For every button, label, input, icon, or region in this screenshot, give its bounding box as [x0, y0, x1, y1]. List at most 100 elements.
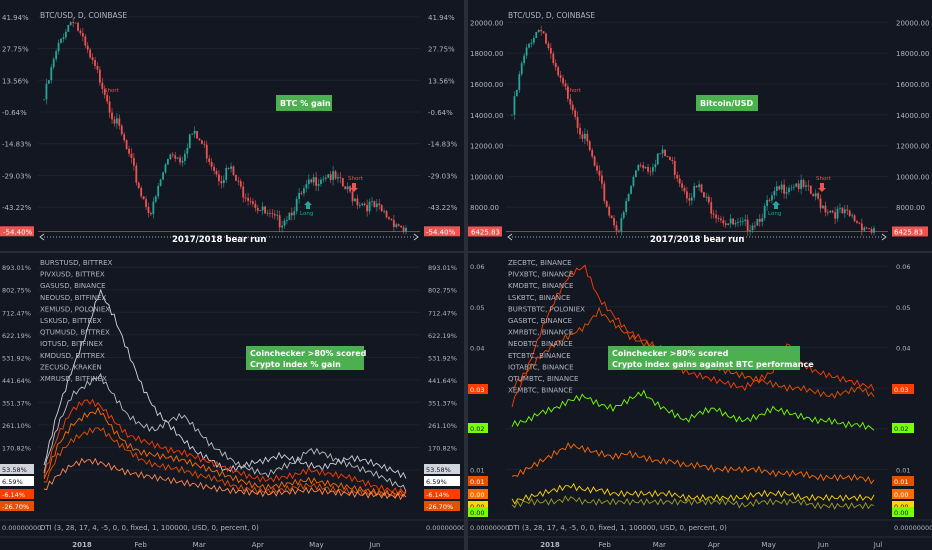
last-value-text-left: 6425.83 [471, 228, 500, 236]
candle-body [303, 188, 305, 194]
candle-body [836, 208, 839, 219]
candle-body [865, 227, 868, 229]
dti-indicator-label: DTI (3, 28, 17, 4, -5, 0, 0, fixed, 1, 1… [40, 524, 259, 532]
candle-body [237, 180, 240, 182]
candle-body [800, 179, 803, 189]
y-tick-label-left: 0.06 [470, 263, 484, 271]
candle-body [724, 223, 727, 226]
candle-body [67, 24, 70, 32]
candle-body [656, 153, 659, 165]
candle-body [264, 206, 266, 214]
candle-body [361, 203, 364, 206]
last-value-badge-left [468, 423, 488, 433]
x-tick-label: 2018 [540, 541, 560, 549]
candle-body [605, 201, 608, 207]
candle-body [278, 215, 281, 228]
candle-body [147, 206, 150, 214]
candle-body [625, 200, 628, 213]
candle-body [635, 170, 637, 177]
candle-body [72, 22, 75, 23]
y-tick-label-left: 0.04 [470, 344, 484, 352]
long-arrow-icon [304, 201, 312, 209]
last-value-badge-left [468, 501, 488, 511]
candle-body [312, 177, 315, 183]
y-tick-label-left: 802.75% [2, 287, 31, 295]
candle-body [843, 209, 846, 214]
candle-body [620, 218, 623, 232]
last-value-badge-left [468, 507, 488, 517]
candle-body [52, 59, 55, 68]
candle-body [756, 218, 759, 226]
candle-body [193, 130, 196, 134]
candle-body [344, 186, 347, 190]
candle-body [157, 185, 160, 197]
short-arrow-icon [350, 183, 358, 192]
x-tick-label: Jul [873, 541, 883, 549]
candle-body [385, 211, 388, 218]
last-value-text-left: 0.00 [470, 509, 484, 517]
y-tick-label-left: 170.82% [2, 444, 31, 452]
x-tick-label: Apr [708, 541, 720, 549]
candle-body [101, 82, 104, 89]
candle-body [783, 184, 786, 194]
candle-body [118, 118, 121, 126]
candle-body [557, 67, 560, 76]
candle-body [652, 167, 654, 172]
series-line-3 [43, 406, 407, 498]
series-line-4 [43, 427, 407, 499]
chart-label-box [276, 95, 332, 111]
candle-body [617, 230, 620, 232]
legend-entry: PIVXBTC, BINANCE [508, 271, 573, 279]
candle-body [802, 179, 805, 187]
candle-body [273, 214, 276, 216]
candle-body [132, 158, 135, 166]
candle-body [149, 213, 152, 215]
y-tick-label-left: 441.64% [2, 377, 31, 385]
x-tick-label: Jun [369, 541, 381, 549]
last-value-badge-right [892, 507, 914, 517]
candle-body [60, 38, 62, 43]
candle-body [208, 158, 211, 162]
candle-body [693, 185, 696, 198]
y-tick-label-right: 41.94% [428, 14, 455, 22]
candle-body [77, 22, 79, 31]
candle-body [103, 88, 106, 95]
candle-body [698, 184, 700, 188]
candle-body [518, 74, 521, 90]
candle-body [259, 210, 262, 212]
legend-entry: BURSTUSD, BITTREX [40, 259, 112, 267]
candle-body [220, 181, 223, 184]
candle-body [179, 157, 181, 163]
candle-body [293, 211, 296, 216]
y-tick-label-left: 12000.00 [470, 143, 503, 151]
candle-body [47, 80, 50, 84]
y-tick-label-left: 18000.00 [470, 50, 503, 58]
candle-body [600, 175, 603, 184]
candle-body [91, 57, 94, 60]
candle-body [210, 161, 213, 167]
candle-body [860, 223, 863, 231]
y-tick-label-left: -43.22% [2, 204, 32, 212]
candle-body [669, 156, 671, 160]
candle-body [795, 183, 798, 187]
short-arrow-icon [818, 183, 826, 192]
candle-body [717, 218, 720, 220]
y-tick-label-left: 27.75% [2, 46, 29, 54]
y-tick-label-left: 8000.00 [470, 204, 499, 212]
candle-body [848, 210, 851, 216]
y-tick-label-right: 351.37% [428, 399, 457, 407]
legend-entry: XMRUSD, BITFINEX [40, 375, 107, 383]
candle-body [81, 33, 84, 37]
y-tick-label-left: 41.94% [2, 14, 29, 22]
candle-body [739, 221, 742, 223]
legend-entry: KMDUSD, BITTREX [40, 352, 105, 360]
candle-body [807, 185, 810, 187]
candle-body [622, 212, 625, 219]
last-value-text-right: -26.70% [426, 503, 453, 511]
candle-body [269, 212, 271, 214]
last-value-badge-right [892, 423, 914, 433]
candle-body [778, 186, 781, 190]
legend-entry: XEMBTC, BINANCE [508, 387, 573, 395]
candle-body [186, 147, 189, 154]
x-tick-label: May [309, 541, 323, 549]
